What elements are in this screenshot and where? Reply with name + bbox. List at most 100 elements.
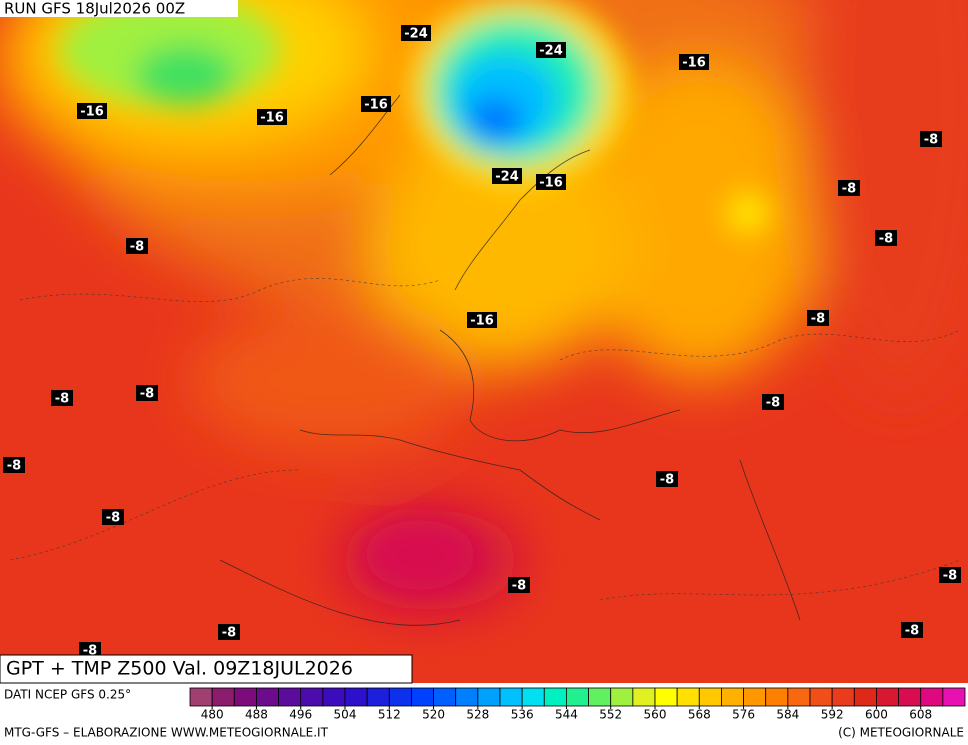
- colorbar-tick-label: 504: [334, 708, 357, 722]
- data-source: DATI NCEP GFS 0.25°: [4, 688, 131, 702]
- contour-label: -8: [943, 569, 957, 584]
- header-box: [0, 0, 238, 17]
- contour-label: -8: [766, 396, 780, 411]
- colorbar-swatch: [831, 687, 855, 707]
- contour-label: -16: [470, 314, 494, 329]
- colorbar-swatch: [809, 687, 833, 707]
- colorbar-tick-label: 584: [776, 708, 799, 722]
- credits: MTG-GFS – ELABORAZIONE WWW.METEOGIORNALE…: [4, 726, 329, 740]
- colorbar-swatch: [942, 687, 966, 707]
- contour-label: -8: [512, 579, 526, 594]
- contour-label: -8: [660, 473, 674, 488]
- contour-label-box: [901, 622, 923, 638]
- contour-label-box: [257, 109, 287, 125]
- colorbar-tick-label: 496: [289, 708, 312, 722]
- contour-label: -8: [905, 624, 919, 639]
- contour-labels: -24 -24 -16 -16 -16 -16 -8 -24 -16 -8 -8 -8 -16 -8 -8 -…: [3, 25, 961, 659]
- colorbar-tick-label: 528: [466, 708, 489, 722]
- colorbar-swatch: [233, 687, 257, 707]
- contour-label-box: [51, 390, 73, 406]
- contour-label: -8: [222, 626, 236, 641]
- contour-label: -16: [260, 111, 284, 126]
- contour-label: -8: [924, 133, 938, 148]
- colorbar-swatch: [433, 687, 457, 707]
- colorbar-swatch: [455, 687, 479, 707]
- contour-label-box: [467, 312, 497, 328]
- contour-label: -16: [80, 105, 104, 120]
- colorbar-swatch: [920, 687, 944, 707]
- contour-label-box: [656, 471, 678, 487]
- title-box: [0, 654, 413, 684]
- colorbar-swatch: [211, 687, 235, 707]
- colorbar: 480 488 496 504 512 520 528 536 544 552 560 568 576 5…: [189, 687, 966, 722]
- contour-label-box: [762, 394, 784, 410]
- contour-label: -24: [404, 27, 428, 42]
- contour-label-box: [3, 457, 25, 473]
- contour-label: -8: [7, 459, 21, 474]
- colorbar-swatch: [344, 687, 368, 707]
- run-label: RUN GFS 18Jul2026 00Z: [4, 0, 185, 18]
- contour-label-box: [679, 54, 709, 70]
- colorbar-tick-label: 488: [245, 708, 268, 722]
- colorbar-swatch: [543, 687, 567, 707]
- colorbar-swatch: [477, 687, 501, 707]
- colorbar-swatch: [588, 687, 612, 707]
- colorbar-tick-label: 480: [201, 708, 224, 722]
- map-field: [0, 0, 968, 683]
- contour-label-box: [492, 168, 522, 184]
- colorbar-swatch: [566, 687, 589, 707]
- colorbar-swatch: [898, 687, 922, 707]
- map-title: GPT + TMP Z500 Val. 09Z18JUL2026: [6, 658, 353, 680]
- colorbar-swatch: [366, 687, 390, 707]
- contour-label-box: [218, 624, 240, 640]
- colorbar-swatch: [278, 687, 302, 707]
- contour-label: -8: [879, 232, 893, 247]
- contour-label-box: [401, 25, 431, 41]
- colorbar-swatch: [499, 687, 523, 707]
- contour-label-box: [136, 385, 158, 401]
- colorbar-swatch: [632, 687, 656, 707]
- contour-label-box: [79, 642, 101, 658]
- colorbar-swatch: [322, 687, 346, 707]
- colorbar-tick-label: 536: [511, 708, 534, 722]
- contour-label-box: [875, 230, 897, 246]
- colorbar-swatch: [721, 687, 744, 707]
- copyright: (C) METEOGIORNALE: [838, 726, 964, 740]
- contour-label-box: [126, 238, 148, 254]
- colorbar-tick-label: 576: [732, 708, 755, 722]
- colorbar-tick-label: 520: [422, 708, 445, 722]
- colorbar-swatch: [610, 687, 634, 707]
- contour-label: -8: [55, 392, 69, 407]
- contour-label-box: [77, 103, 107, 119]
- colorbar-swatch: [654, 687, 678, 707]
- colorbar-tick-label: 568: [688, 708, 711, 722]
- colorbar-swatch: [787, 687, 811, 707]
- colorbar-tick-label: 608: [909, 708, 932, 722]
- colorbar-tick-label: 544: [555, 708, 578, 722]
- colorbar-tick-label: 600: [865, 708, 888, 722]
- contour-label: -16: [539, 176, 563, 191]
- contour-label: -8: [811, 312, 825, 327]
- contour-label: -24: [495, 170, 519, 185]
- colorbar-swatch: [876, 687, 899, 707]
- colorbar-swatch: [765, 687, 789, 707]
- colorbar-swatch: [256, 687, 279, 707]
- contour-label: -8: [140, 387, 154, 402]
- contour-label-box: [361, 96, 391, 112]
- colorbar-swatch: [853, 687, 877, 707]
- contour-label-box: [807, 310, 829, 326]
- colorbar-swatch: [388, 687, 412, 707]
- colorbar-swatch: [411, 687, 434, 707]
- contour-label: -24: [539, 44, 563, 59]
- contour-label-box: [838, 180, 860, 196]
- colorbar-swatch: [698, 687, 722, 707]
- colorbar-tick-label: 512: [378, 708, 401, 722]
- colorbar-swatch: [676, 687, 700, 707]
- colorbar-swatch: [521, 687, 545, 707]
- contour-label-box: [536, 174, 566, 190]
- contour-label: -16: [364, 98, 388, 113]
- colorbar-tick-label: 560: [644, 708, 667, 722]
- contour-label-box: [508, 577, 530, 593]
- contour-label-box: [939, 567, 961, 583]
